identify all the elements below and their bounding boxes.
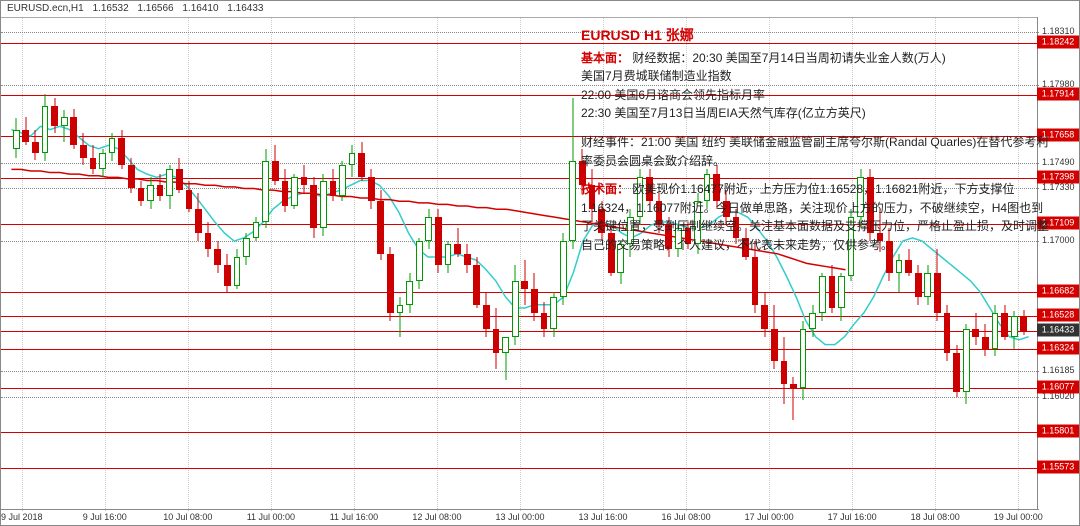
candle <box>90 18 97 496</box>
candle <box>109 18 116 496</box>
technical-block: 技术面： 欧美现价1.16477附近，上方压力位1.16528，1.16821附… <box>581 180 1051 254</box>
candle <box>22 18 29 496</box>
candle <box>473 18 480 496</box>
candle <box>195 18 202 496</box>
candle <box>445 18 452 496</box>
x-tick-label: 13 Jul 16:00 <box>579 512 628 522</box>
candle <box>406 18 413 496</box>
candle <box>483 18 490 496</box>
candle <box>349 18 356 496</box>
candle <box>550 18 557 496</box>
candle <box>358 18 365 496</box>
ohlc-c: 1.16433 <box>227 3 263 14</box>
current-price-badge: 1.16433 <box>1037 324 1079 337</box>
x-tick-label: 13 Jul 00:00 <box>495 512 544 522</box>
candle <box>320 18 327 496</box>
x-tick-label: 9 Jul 2018 <box>1 512 43 522</box>
candle <box>291 18 298 496</box>
candle <box>214 18 221 496</box>
candle <box>416 18 423 496</box>
y-tick-label: 1.16185 <box>1042 365 1075 375</box>
candle <box>224 18 231 496</box>
candle <box>377 18 384 496</box>
candle <box>435 18 442 496</box>
x-tick-label: 17 Jul 00:00 <box>745 512 794 522</box>
candle <box>166 18 173 496</box>
candle <box>339 18 346 496</box>
price-level-badge: 1.16077 <box>1037 381 1079 394</box>
candle <box>13 18 20 496</box>
candle <box>493 18 500 496</box>
x-tick-label: 9 Jul 16:00 <box>83 512 127 522</box>
candle <box>262 18 269 496</box>
candle <box>176 18 183 496</box>
candle <box>32 18 39 496</box>
events-block: 财经事件：21:00 美国 纽约 美联储金融监管副主席夸尔斯(Randal Qu… <box>581 133 1051 170</box>
price-level-badge: 1.16528 <box>1037 309 1079 322</box>
candle <box>234 18 241 496</box>
x-tick-label: 19 Jul 00:00 <box>994 512 1043 522</box>
overlay-header: EURUSD H1 张娜 <box>581 25 1051 47</box>
ohlc-h: 1.16566 <box>137 3 173 14</box>
candle <box>51 18 58 496</box>
candle <box>147 18 154 496</box>
candle <box>42 18 49 496</box>
candle <box>368 18 375 496</box>
candle <box>282 18 289 496</box>
candle <box>99 18 106 496</box>
ohlc-o: 1.16532 <box>92 3 128 14</box>
candle <box>118 18 125 496</box>
candle <box>521 18 528 496</box>
ohlc-l: 1.16410 <box>182 3 218 14</box>
candle <box>186 18 193 496</box>
fundamental-label: 基本面： <box>581 51 629 65</box>
candle <box>425 18 432 496</box>
candle <box>61 18 68 496</box>
candle <box>569 18 576 496</box>
candle <box>330 18 337 496</box>
x-tick-label: 17 Jul 16:00 <box>828 512 877 522</box>
candle <box>397 18 404 496</box>
candle <box>531 18 538 496</box>
candle <box>512 18 519 496</box>
candle <box>454 18 461 496</box>
x-axis: 9 Jul 2018 9 Jul 16:00 10 Jul 08:00 11 Jul … <box>1 509 1039 525</box>
candle <box>205 18 212 496</box>
candle <box>253 18 260 496</box>
x-tick-label: 12 Jul 08:00 <box>412 512 461 522</box>
chart-title-bar: EURUSD.ecn,H1 1.16532 1.16566 1.16410 1.… <box>1 1 1079 17</box>
candle <box>310 18 317 496</box>
price-level-badge: 1.16324 <box>1037 341 1079 354</box>
x-tick-label: 16 Jul 08:00 <box>662 512 711 522</box>
chart-frame: EURUSD.ecn,H1 1.16532 1.16566 1.16410 1.… <box>0 0 1080 526</box>
candle <box>128 18 135 496</box>
x-tick-label: 10 Jul 08:00 <box>163 512 212 522</box>
price-level-badge: 1.16682 <box>1037 284 1079 297</box>
candle <box>387 18 394 496</box>
price-level-badge: 1.15573 <box>1037 461 1079 474</box>
symbol-label: EURUSD.ecn,H1 <box>7 3 84 14</box>
candle <box>502 18 509 496</box>
price-level-badge: 1.15801 <box>1037 425 1079 438</box>
technical-text: 欧美现价1.16477附近，上方压力位1.16528，1.16821附近，下方支… <box>581 182 1049 252</box>
events-text: 财经事件：21:00 美国 纽约 美联储金融监管副主席夸尔斯(Randal Qu… <box>581 135 1048 168</box>
candle <box>157 18 164 496</box>
x-tick-label: 11 Jul 00:00 <box>247 512 295 522</box>
technical-label: 技术面： <box>581 182 629 196</box>
fundamental-text: 财经数据：20:30 美国至7月14日当周初请失业金人数(万人) 美国7月费城联… <box>581 51 946 121</box>
fundamental-block: 基本面： 财经数据：20:30 美国至7月14日当周初请失业金人数(万人) 美国… <box>581 49 1051 123</box>
candle <box>70 18 77 496</box>
candle <box>243 18 250 496</box>
candle <box>464 18 471 496</box>
x-tick-label: 11 Jul 16:00 <box>330 512 378 522</box>
candle <box>138 18 145 496</box>
x-tick-label: 18 Jul 08:00 <box>911 512 960 522</box>
analysis-overlay: EURUSD H1 张娜 基本面： 财经数据：20:30 美国至7月14日当周初… <box>581 25 1051 255</box>
candle <box>301 18 308 496</box>
candle <box>560 18 567 496</box>
candle <box>272 18 279 496</box>
candle <box>541 18 548 496</box>
candle <box>80 18 87 496</box>
